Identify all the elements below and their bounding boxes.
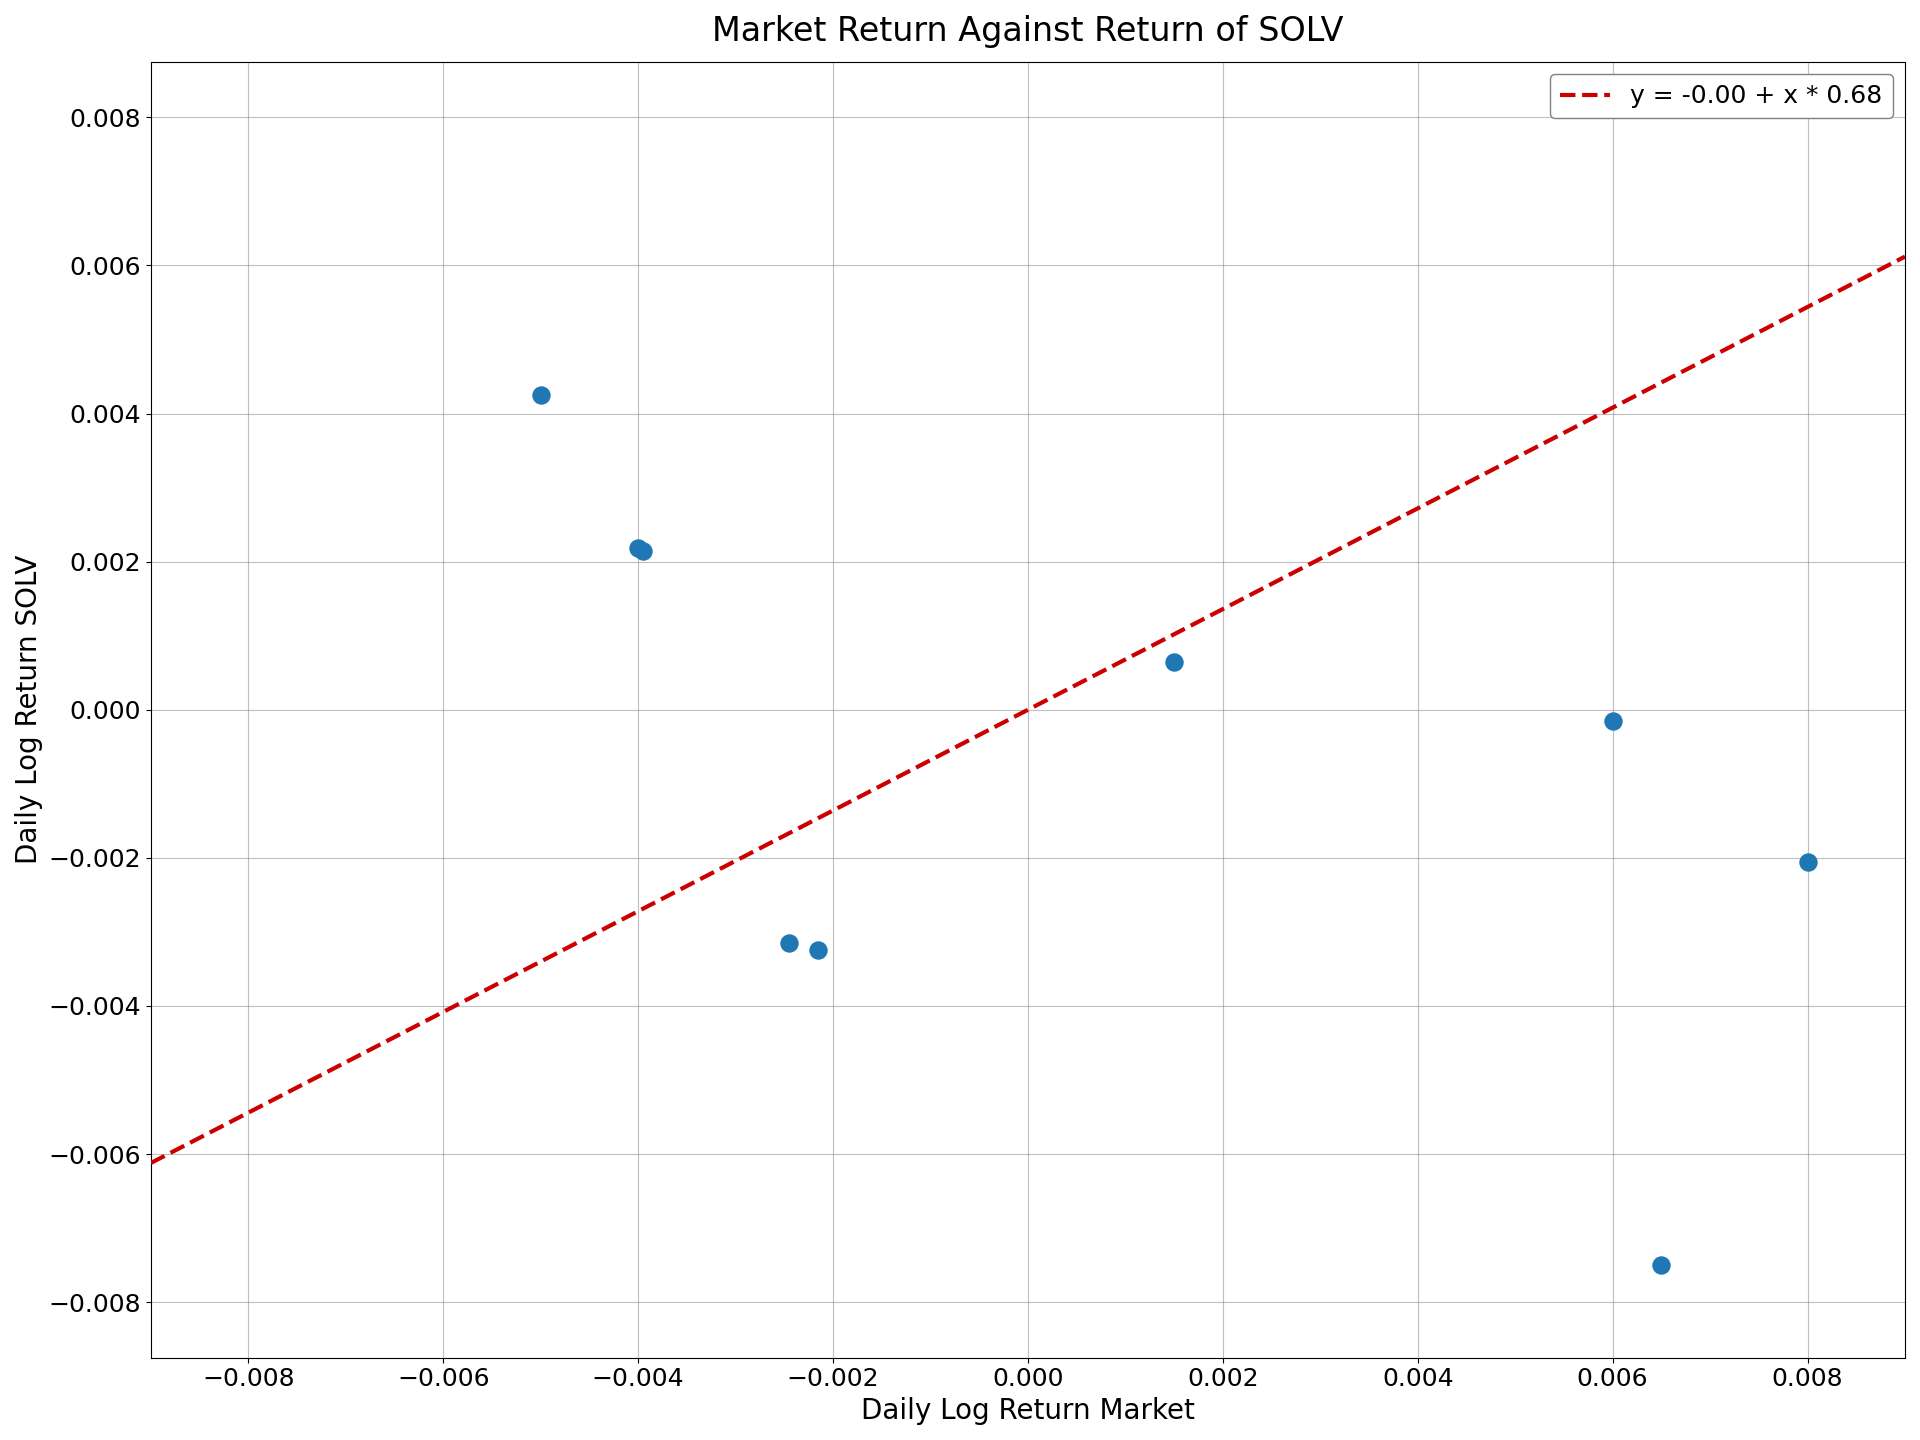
Point [1597,710,1628,733]
Point [803,939,833,962]
Point [526,383,557,406]
Y-axis label: Daily Log Return SOLV: Daily Log Return SOLV [15,554,42,864]
Point [628,539,659,562]
Point [622,537,653,560]
Point [1645,1254,1676,1277]
Title: Market Return Against Return of SOLV: Market Return Against Return of SOLV [712,14,1344,48]
Legend: y = -0.00 + x * 0.68: y = -0.00 + x * 0.68 [1549,75,1893,118]
Point [1160,649,1190,672]
X-axis label: Daily Log Return Market: Daily Log Return Market [860,1397,1194,1426]
Point [774,932,804,955]
Point [1791,850,1822,873]
